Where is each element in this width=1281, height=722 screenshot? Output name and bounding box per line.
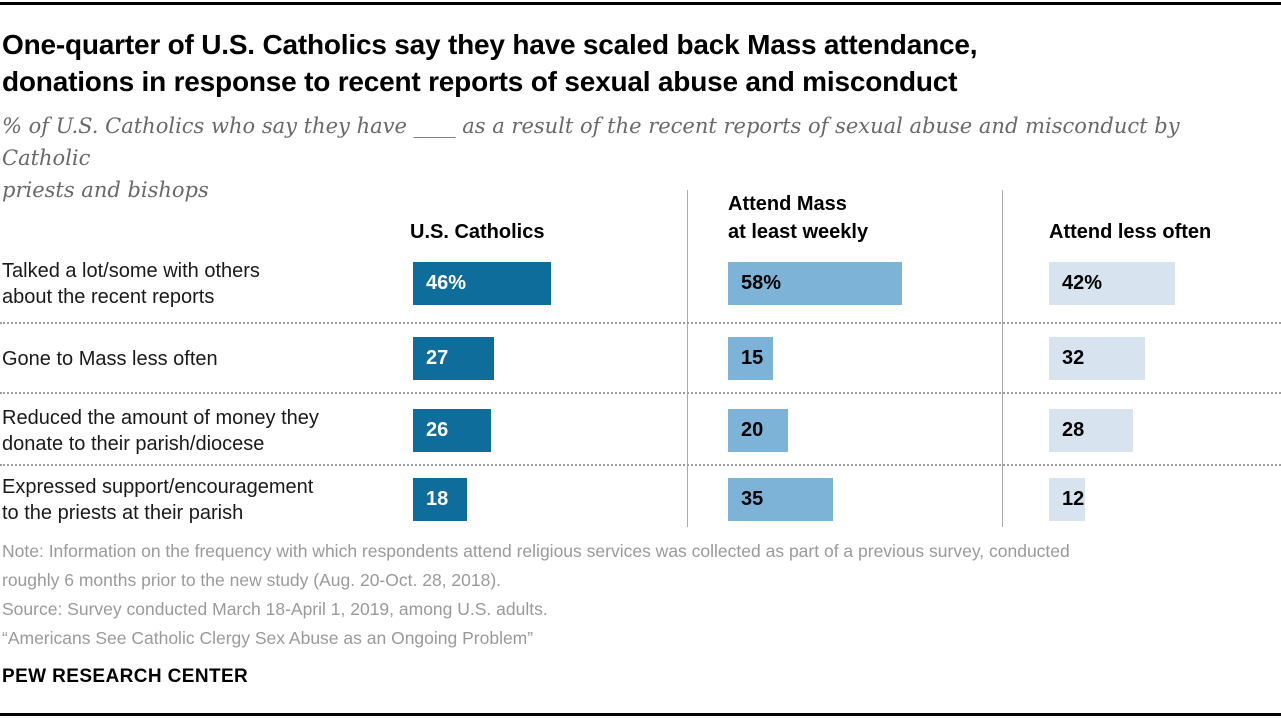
bar-value-label: 28 xyxy=(1062,419,1085,441)
row-label: Talked a lot/some with others about the … xyxy=(2,260,260,308)
quote-text: “Americans See Catholic Clergy Sex Abuse… xyxy=(2,628,534,648)
bar: 18 xyxy=(413,478,467,521)
top-rule xyxy=(0,2,1281,5)
bar: 27 xyxy=(413,337,494,380)
row-label: Reduced the amount of money they donate … xyxy=(2,407,319,455)
row-separator xyxy=(0,392,1281,394)
bar-value-label: 58% xyxy=(741,272,782,294)
bar-value-label: 18 xyxy=(426,488,449,510)
bar-value-label: 12 xyxy=(1062,488,1085,510)
bar: 28 xyxy=(1049,409,1133,452)
bar: 42% xyxy=(1049,262,1175,305)
bar-value-label: 32 xyxy=(1062,347,1085,369)
source-text: Source: Survey conducted March 18-April … xyxy=(2,599,548,619)
bar: 26 xyxy=(413,409,491,452)
column-divider xyxy=(687,190,688,527)
bar: 15 xyxy=(728,337,773,380)
column-header-attend-less: Attend less often xyxy=(1049,221,1212,243)
column-header-attend-weekly: Attend Mass at least weekly xyxy=(728,193,869,243)
column-header-us-catholics: U.S. Catholics xyxy=(410,221,545,243)
row-label: Gone to Mass less often xyxy=(2,348,218,370)
bar: 32 xyxy=(1049,337,1145,380)
chart-title: One-quarter of U.S. Catholics say they h… xyxy=(2,29,978,97)
bar-value-label: 35 xyxy=(741,488,764,510)
row-separator xyxy=(0,464,1281,466)
bar: 35 xyxy=(728,478,833,521)
brand-wordmark: PEW RESEARCH CENTER xyxy=(2,666,249,687)
bar-value-label: 46% xyxy=(426,272,467,294)
bar: 58% xyxy=(728,262,902,305)
chart-subtitle: % of U.S. Catholics who say they have __… xyxy=(2,114,1180,202)
bar-value-label: 20 xyxy=(741,419,764,441)
bar: 46% xyxy=(413,262,551,305)
column-divider xyxy=(1002,190,1003,527)
note-text: Note: Information on the frequency with … xyxy=(2,541,1070,590)
row-label: Expressed support/encouragement to the p… xyxy=(2,476,314,524)
bar: 20 xyxy=(728,409,788,452)
bottom-rule xyxy=(0,713,1281,716)
bar-value-label: 27 xyxy=(426,347,449,369)
bar: 12 xyxy=(1049,478,1085,521)
bar-value-label: 42% xyxy=(1062,272,1103,294)
bar-value-label: 15 xyxy=(741,347,764,369)
chart-notes: Note: Information on the frequency with … xyxy=(2,537,1272,653)
bar-value-label: 26 xyxy=(426,419,449,441)
row-separator xyxy=(0,322,1281,324)
